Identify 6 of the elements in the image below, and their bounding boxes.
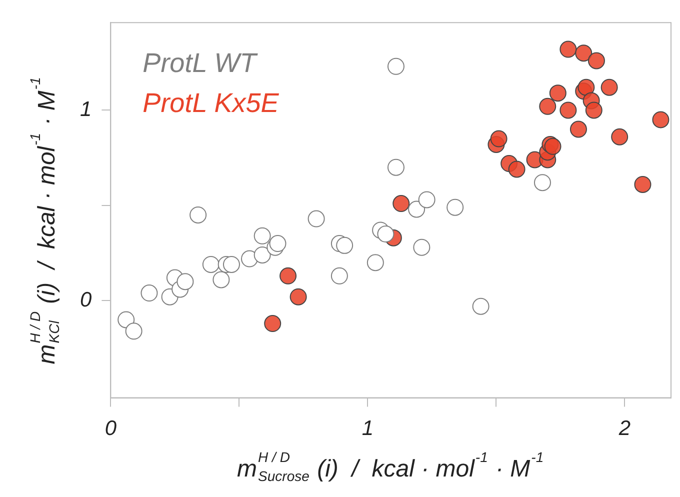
x-tick-label: 0 bbox=[104, 417, 117, 440]
text: mH / DKCl (i) / kcal · mol-1 · M-1 bbox=[26, 77, 62, 364]
text: ProtL Kx5E bbox=[142, 88, 280, 118]
text: ProtL WT bbox=[142, 48, 259, 78]
x-tick-label: 2 bbox=[618, 417, 631, 440]
x-tick-label: 1 bbox=[362, 417, 374, 440]
